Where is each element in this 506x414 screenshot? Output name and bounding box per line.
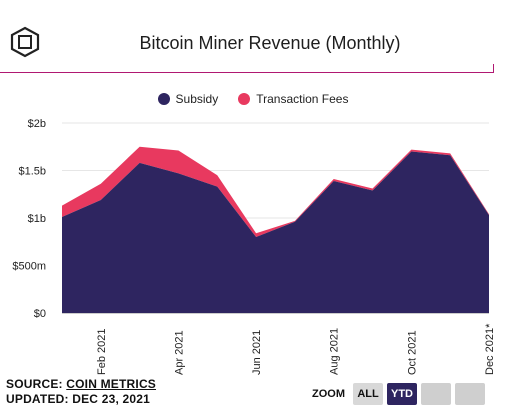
area-transaction-fees [62,146,489,237]
x-tick-label: Apr 2021 [173,330,185,375]
zoom-button-3[interactable] [421,383,451,405]
title-divider-tick [493,64,494,73]
source-prefix: SOURCE: [6,377,67,391]
revenue-area-chart: $0 $500m $1b $1.5b $2b Feb 2021 Apr 2021 Jun 20… [12,118,496,375]
x-tick-label: Dec 2021* [484,323,496,375]
updated-date: UPDATED: DEC 23, 2021 [6,392,151,406]
y-tick-label: $2b [28,118,46,130]
x-tick-label: Feb 2021 [96,329,108,375]
zoom-ytd-button[interactable]: YTD [387,383,417,405]
title-divider [0,72,493,73]
x-tick-label: Oct 2021 [406,330,418,375]
x-tick-label: Jun 2021 [251,330,263,375]
chart-legend: Subsidy Transaction Fees [0,92,506,106]
chart-title: Bitcoin Miner Revenue (Monthly) [139,33,401,53]
legend-label-transaction-fees: Transaction Fees [256,92,349,106]
source-link[interactable]: COIN METRICS [66,377,157,391]
source-info: SOURCE: COIN METRICS UPDATED: DEC 23, 20… [6,377,156,407]
y-tick-label: $500m [12,261,46,273]
the-block-logo-icon [10,26,40,58]
zoom-button-4[interactable] [455,383,485,405]
legend-item-subsidy[interactable]: Subsidy [157,92,219,106]
y-tick-label: $1b [28,213,46,225]
y-tick-label: $1.5b [18,166,46,178]
legend-item-transaction-fees[interactable]: Transaction Fees [238,92,348,106]
legend-swatch-transaction-fees [238,93,251,105]
legend-label-subsidy: Subsidy [175,92,219,106]
x-tick-label: Aug 2021 [329,328,341,375]
chart-header: Bitcoin Miner Revenue (Monthly) [0,0,506,74]
zoom-label: ZOOM [312,388,345,400]
zoom-all-button[interactable]: ALL [353,383,383,405]
zoom-controls: ZOOM ALL YTD [312,383,485,405]
legend-swatch-subsidy [157,93,170,105]
y-tick-label: $0 [34,308,46,320]
area-subsidy [62,151,489,313]
